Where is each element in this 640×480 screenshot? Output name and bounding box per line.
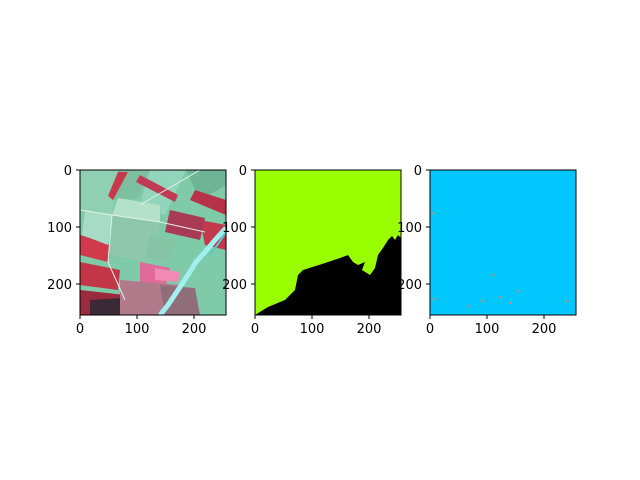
satellite-image	[80, 170, 226, 315]
binary-mask-frame	[254, 169, 402, 316]
prediction-speck	[491, 274, 493, 276]
satellite-image-frame	[79, 169, 227, 316]
prediction-speck	[482, 300, 484, 302]
y-tick-label: 0	[64, 164, 72, 179]
prediction-speck	[433, 298, 435, 300]
y-tick-label: 100	[47, 221, 72, 236]
prediction-map-panel: 0 100 200 0 100 200	[397, 164, 577, 337]
binary-mask-panel: 0 100 200 0 100 200	[222, 164, 402, 337]
prediction-speck	[565, 300, 567, 302]
y-tick-label: 0	[414, 164, 422, 179]
y-tick-label: 200	[47, 278, 72, 293]
x-tick-label: 100	[125, 322, 150, 337]
y-tick-label: 100	[222, 221, 247, 236]
prediction-map-frame	[429, 169, 577, 316]
prediction-speck	[468, 305, 470, 307]
y-tick-label: 0	[239, 164, 247, 179]
y-tick-label: 100	[397, 221, 422, 236]
x-tick-label: 100	[475, 322, 500, 337]
x-tick-label: 0	[251, 322, 259, 337]
prediction-speck	[500, 296, 502, 298]
x-tick-label: 0	[76, 322, 84, 337]
prediction-speck	[518, 290, 520, 292]
x-tick-label: 200	[357, 322, 382, 337]
prediction-speck	[510, 302, 512, 304]
y-tick-label: 200	[222, 278, 247, 293]
binary-mask-image	[255, 170, 401, 315]
x-tick-label: 200	[182, 322, 207, 337]
prediction-speck	[432, 212, 434, 214]
x-tick-label: 200	[532, 322, 557, 337]
mask-region-black	[255, 235, 401, 315]
satellite-image-panel: 0 100 200 0 100 200	[47, 164, 227, 337]
prediction-map-image	[430, 170, 576, 315]
y-tick-label: 200	[397, 278, 422, 293]
x-tick-label: 100	[300, 322, 325, 337]
x-tick-label: 0	[426, 322, 434, 337]
